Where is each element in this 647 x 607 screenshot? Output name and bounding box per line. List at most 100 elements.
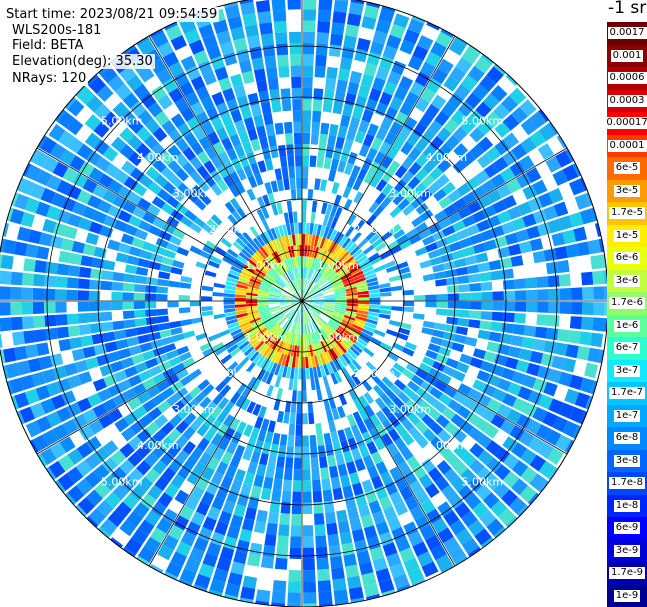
range-gate (384, 260, 397, 269)
range-gate (247, 334, 259, 344)
range-gate (100, 301, 112, 311)
range-gate (248, 315, 260, 321)
colorbar-cell: 1.7e-5 (607, 202, 647, 225)
range-gate (208, 356, 221, 367)
range-gate (309, 309, 317, 319)
range-gate (512, 397, 528, 413)
range-gate (565, 149, 575, 163)
range-gate (298, 323, 301, 335)
range-gate (223, 357, 236, 369)
range-gate (509, 87, 527, 105)
range-gate (327, 134, 337, 148)
range-gate (273, 281, 284, 289)
range-gate (507, 382, 522, 396)
range-gate (429, 451, 444, 467)
range-gate (412, 313, 425, 320)
range-gate (290, 257, 295, 269)
range-gate (369, 301, 381, 305)
range-gate (112, 271, 125, 282)
range-gate (330, 205, 338, 218)
range-gate (313, 298, 325, 301)
range-gate (330, 217, 339, 230)
range-gate (592, 317, 605, 332)
range-gate (375, 325, 388, 333)
range-gate (128, 118, 144, 134)
range-gate (447, 92, 464, 109)
range-gate (170, 113, 186, 128)
range-gate (246, 437, 257, 451)
range-gate (238, 434, 250, 448)
range-gate (37, 453, 48, 467)
range-gate (88, 419, 104, 435)
range-gate (100, 66, 118, 84)
range-gate (183, 455, 198, 470)
range-gate (373, 205, 385, 218)
range-gate (313, 189, 320, 202)
range-gate (249, 256, 261, 266)
range-gate (223, 188, 235, 201)
range-gate (40, 447, 57, 465)
range-gate (427, 407, 442, 421)
range-gate (359, 26, 374, 41)
range-gate (298, 222, 302, 234)
range-gate (322, 375, 330, 388)
range-gate (337, 160, 347, 173)
range-gate (155, 237, 169, 249)
range-gate (283, 331, 290, 343)
range-gate (148, 331, 161, 341)
range-gate (316, 434, 325, 446)
range-gate (311, 344, 317, 356)
range-gate (257, 248, 267, 260)
range-gate (302, 401, 308, 414)
range-gate (269, 306, 281, 312)
range-gate (291, 76, 302, 89)
range-gate (135, 143, 151, 158)
range-gate (287, 283, 295, 293)
range-gate (316, 557, 330, 570)
range-gate (308, 356, 313, 368)
range-gate (2, 223, 10, 237)
range-gate (323, 266, 332, 276)
range-gate (444, 421, 459, 436)
range-gate (132, 383, 147, 396)
range-gate (302, 200, 307, 212)
range-gate (263, 112, 274, 126)
range-gate (496, 403, 512, 418)
range-gate (63, 225, 78, 240)
range-gate (59, 149, 76, 166)
range-gate (369, 188, 381, 201)
range-gate (123, 273, 136, 283)
range-gate (286, 332, 292, 344)
range-gate (298, 290, 302, 301)
range-gate (268, 269, 279, 279)
range-gate (380, 393, 392, 406)
range-gate (229, 404, 240, 418)
range-gate (61, 197, 77, 212)
range-gate (399, 101, 414, 116)
range-gate (290, 189, 297, 201)
range-gate (378, 313, 391, 320)
range-gate (325, 269, 336, 279)
range-gate (358, 194, 369, 207)
range-gate (402, 295, 415, 301)
range-gate (381, 5, 396, 13)
range-gate (302, 480, 312, 492)
range-gate (526, 362, 541, 377)
range-gate (240, 270, 252, 278)
range-gate (272, 312, 284, 320)
range-gate (286, 200, 293, 213)
range-gate (345, 310, 357, 316)
range-gate (219, 205, 231, 218)
range-gate (468, 160, 483, 175)
range-gate (345, 334, 357, 344)
range-gate (55, 314, 68, 326)
range-gate (324, 301, 336, 303)
range-gate (202, 206, 215, 218)
range-gate (395, 537, 411, 552)
range-gate (492, 199, 507, 214)
range-gate (256, 208, 266, 221)
range-gate (406, 132, 421, 147)
range-gate (564, 388, 580, 405)
range-gate (300, 289, 302, 301)
range-gate (77, 497, 95, 515)
